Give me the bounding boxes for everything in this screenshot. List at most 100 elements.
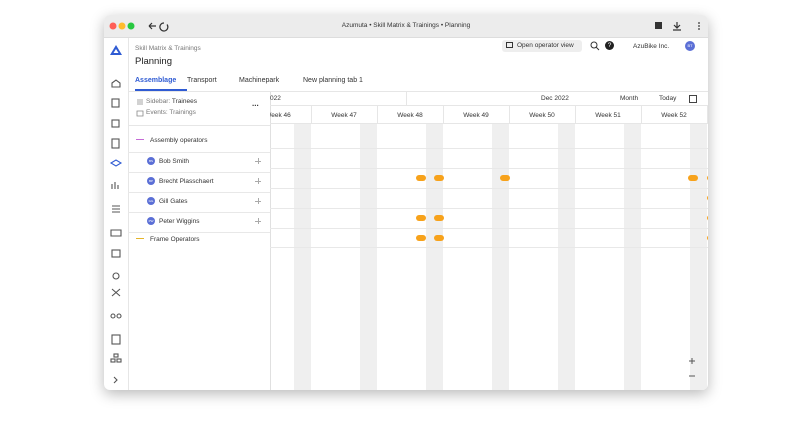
row-line (128, 212, 270, 213)
events-value: Trainings (169, 109, 196, 116)
row-line (128, 232, 270, 233)
sidebar-value: Trainees (171, 98, 197, 105)
event-pill[interactable] (707, 195, 708, 201)
add-button-v (258, 158, 259, 164)
week-row-border (270, 123, 708, 124)
week-divider (641, 105, 642, 124)
calendar-button[interactable] (689, 95, 697, 103)
add-button-v (258, 178, 259, 184)
sidebar-label: Sidebar: (146, 98, 171, 105)
panel-divider (128, 125, 270, 126)
user-avatar[interactable]: BT (685, 41, 695, 51)
company-selector[interactable]: AzuBike Inc. (633, 43, 670, 50)
tab[interactable]: Transport (187, 77, 217, 84)
weekend-stripe (426, 124, 443, 390)
icon-rail-icons (109, 45, 123, 384)
search-icon[interactable] (590, 41, 600, 51)
member-avatar: GG (147, 197, 155, 205)
tab[interactable]: Assemblage (135, 77, 177, 84)
row-line (128, 172, 270, 173)
week-label: Week 50 (529, 112, 555, 119)
zoom-in[interactable] (689, 358, 695, 364)
open-operator-view-button[interactable] (502, 40, 582, 52)
event-pill[interactable] (434, 215, 444, 221)
row-line (128, 152, 270, 153)
left-panel (128, 92, 271, 390)
title-bar (104, 15, 708, 38)
member-avatar: BP (147, 177, 155, 185)
resource-list: Assembly operators BS Bob Smith BP Brecht Pl… (128, 133, 270, 273)
row-line (270, 168, 708, 169)
weekend-stripe (558, 124, 575, 390)
operator-icon (506, 42, 513, 48)
week-label: Week 49 (463, 112, 489, 119)
sidebar-setting[interactable]: Sidebar: Trainees (146, 98, 197, 105)
timeline: Week 46 Week 47 Week 48 Week 49 Week 50 Week … (270, 92, 708, 390)
row-line (128, 192, 270, 193)
open-operator-view-label: Open operator view (517, 42, 574, 49)
view-selector[interactable]: Month (620, 95, 639, 102)
tab-divider (128, 91, 708, 92)
weekend-stripe (690, 124, 707, 390)
month-label: 022 (270, 95, 281, 102)
window-title: Azumuta • Skill Matrix & Trainings • Pla… (341, 22, 471, 29)
month-divider (406, 92, 407, 105)
weekend-stripe (492, 124, 509, 390)
group-icon (136, 238, 144, 243)
browser-window: Azumuta • Skill Matrix & Trainings • Pla… (104, 15, 708, 390)
event-pill[interactable] (434, 235, 444, 241)
icon-rail (104, 38, 129, 390)
member-avatar: BS (147, 157, 155, 165)
event-pill[interactable] (707, 235, 708, 241)
week-label: Week 47 (331, 112, 357, 119)
tab[interactable]: New planning tab 1 (303, 77, 363, 84)
title-bar-icons (109, 22, 700, 32)
row-line (270, 247, 708, 248)
week-label: Week 51 (595, 112, 621, 119)
member-name[interactable]: Peter Wiggins (159, 218, 200, 225)
event-pill[interactable] (416, 175, 426, 181)
group-icon (136, 139, 144, 144)
member-name[interactable]: Brecht Plasschaert (159, 178, 214, 185)
event-pill[interactable] (500, 175, 510, 181)
zoom-controls (689, 358, 695, 377)
week-divider (311, 105, 312, 124)
week-label: Week 46 (270, 112, 291, 119)
add-button-v (258, 198, 259, 204)
help-button[interactable]: ? (605, 41, 614, 50)
group-row[interactable]: Assembly operators (150, 137, 208, 144)
breadcrumb[interactable]: Skill Matrix & Trainings (135, 45, 201, 52)
week-divider (707, 105, 708, 124)
row-line (270, 228, 708, 229)
row-line (270, 208, 708, 209)
week-divider (377, 105, 378, 124)
event-pill[interactable] (707, 175, 708, 181)
more-button[interactable]: ... (252, 99, 259, 108)
page-title: Planning (135, 56, 172, 67)
month-row (270, 105, 708, 106)
event-pill[interactable] (416, 235, 426, 241)
setting-icons (136, 99, 144, 117)
row-line (270, 148, 708, 149)
weekend-stripe (360, 124, 377, 390)
event-pill[interactable] (688, 175, 698, 181)
member-avatar: PW (147, 217, 155, 225)
week-divider (443, 105, 444, 124)
weekend-stripe (294, 124, 311, 390)
event-pill[interactable] (434, 175, 444, 181)
week-divider (575, 105, 576, 124)
weekend-stripe (624, 124, 641, 390)
events-label: Events: (146, 109, 168, 116)
event-pill[interactable] (416, 215, 426, 221)
today-button[interactable]: Today (659, 95, 677, 102)
member-name[interactable]: Gill Gates (159, 198, 188, 205)
month-label: Dec 2022 (541, 95, 569, 102)
event-pill[interactable] (707, 215, 708, 221)
active-tab-underline (135, 89, 187, 91)
member-name[interactable]: Bob Smith (159, 158, 189, 165)
row-line (270, 188, 708, 189)
tab[interactable]: Machinepark (239, 77, 280, 84)
group-row[interactable]: Frame Operators (150, 236, 200, 243)
events-setting[interactable]: Events: Trainings (146, 109, 196, 116)
